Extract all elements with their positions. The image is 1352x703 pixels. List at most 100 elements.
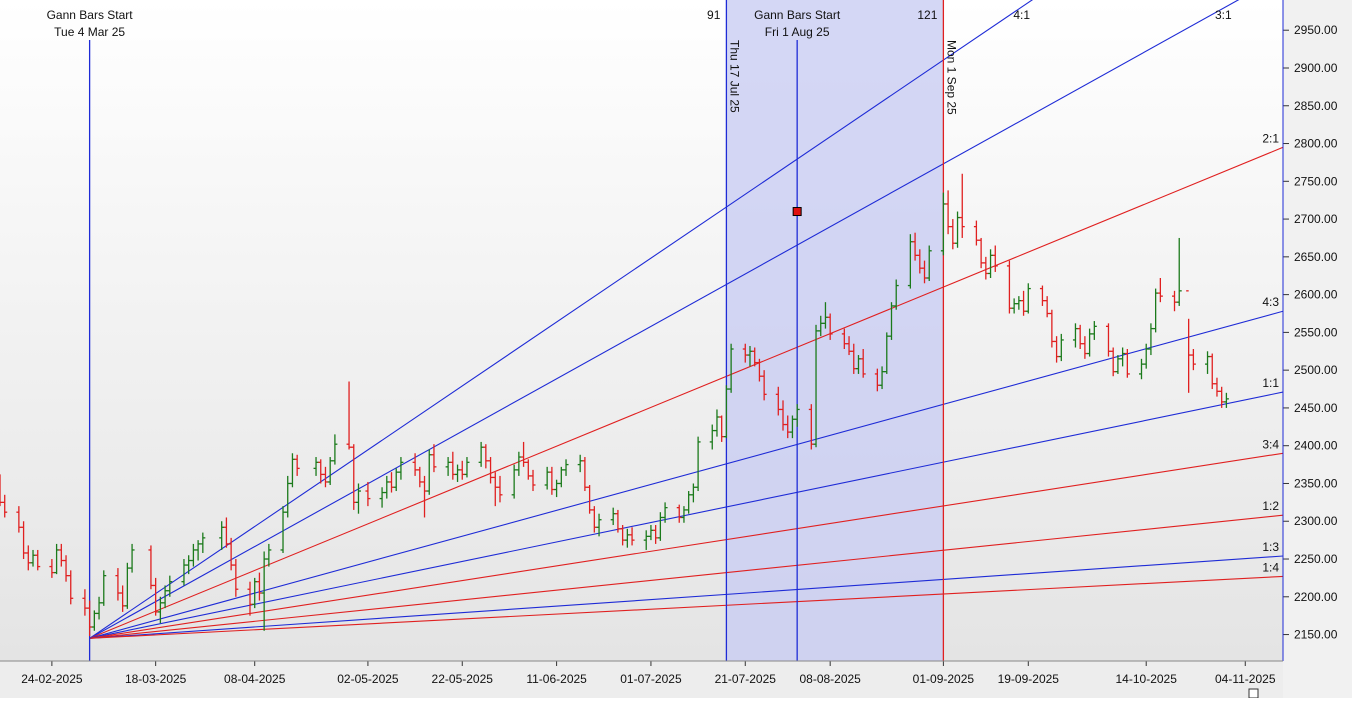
ohlc-bar (822, 302, 828, 329)
ohlc-bar (1049, 309, 1055, 348)
ohlc-bar (874, 368, 880, 392)
ohlc-bar (549, 466, 555, 495)
ohlc-bar (1143, 343, 1149, 369)
ohlc-bar (459, 460, 465, 480)
ohlc-bar (794, 404, 800, 427)
ohlc-bar (1025, 283, 1031, 314)
y-tick-label: 2550.00 (1294, 325, 1338, 339)
ohlc-bar (818, 315, 824, 337)
y-tick-label: 2350.00 (1294, 476, 1338, 490)
ohlc-bar (398, 457, 404, 480)
ohlc-bar (87, 600, 93, 637)
ohlc-bar (620, 525, 626, 546)
gann-label-1-3: 1:3 (1262, 540, 1279, 554)
ohlc-bar (558, 466, 564, 488)
ohlc-bar (1138, 358, 1144, 380)
ohlc-bar (124, 562, 130, 609)
ohlc-bar (973, 220, 979, 246)
ohlc-bar (860, 349, 866, 378)
ohlc-bar (294, 454, 300, 476)
ohlc-bar (228, 537, 234, 571)
gann-line-3-1 (89, 0, 1240, 639)
ohlc-bar (1011, 298, 1017, 314)
marker-rotated-date: Mon 1 Sep 25 (944, 40, 958, 115)
marker-title: Gann Bars Start (47, 8, 134, 22)
gann-label-3-4: 3:4 (1262, 437, 1279, 451)
ohlc-bar (422, 475, 428, 518)
gann-line-1-1 (89, 391, 1283, 639)
marker-date: Tue 4 Mar 25 (54, 25, 125, 39)
ohlc-bar (1021, 290, 1027, 316)
ohlc-bar (888, 302, 894, 340)
ohlc-bar (181, 559, 187, 586)
ohlc-bar (643, 530, 649, 550)
ohlc-bar (950, 219, 956, 250)
x-tick-label: 11-06-2025 (526, 672, 587, 686)
ohlc-bar (417, 466, 423, 488)
ohlc-bar (851, 343, 857, 374)
ohlc-bar (1172, 290, 1178, 312)
ohlc-bar (261, 551, 267, 631)
y-tick-label: 2250.00 (1294, 552, 1338, 566)
ohlc-bar (775, 386, 781, 416)
ohlc-bar (195, 540, 201, 561)
axis-background (1283, 0, 1352, 698)
ohlc-bar (1153, 288, 1159, 333)
ohlc-bar (58, 543, 64, 567)
y-tick-label: 2200.00 (1294, 590, 1338, 604)
ohlc-bar (322, 466, 328, 488)
ohlc-bar (945, 190, 951, 235)
ohlc-bar (252, 577, 258, 609)
ohlc-bar (82, 589, 88, 616)
ohlc-bar (318, 459, 324, 484)
ohlc-bar (695, 436, 701, 492)
ohlc-bar (129, 543, 135, 573)
x-tick-label: 24-02-2025 (21, 672, 83, 686)
ohlc-bar (379, 487, 385, 508)
ohlc-bar (412, 453, 418, 476)
ohlc-bar (393, 468, 399, 492)
marker-count: 91 (707, 8, 721, 22)
ohlc-bar (884, 332, 890, 374)
ohlc-bar (455, 464, 461, 482)
resize-handle[interactable] (1248, 688, 1259, 699)
ohlc-bar (464, 457, 470, 478)
ohlc-bar (384, 475, 390, 499)
ohlc-bar (978, 237, 984, 269)
ohlc-bar (1214, 377, 1220, 397)
ohlc-bar (96, 596, 102, 620)
y-tick-label: 2750.00 (1294, 174, 1338, 188)
ohlc-bar (148, 545, 154, 590)
ohlc-bar (709, 424, 715, 450)
ohlc-bar (63, 555, 69, 582)
gann-line-4-1 (89, 0, 1034, 639)
ohlc-bar (1190, 349, 1196, 371)
ohlc-bar (1223, 392, 1229, 408)
gann-label-1-4: 1:4 (1262, 560, 1279, 574)
ohlc-bar (389, 472, 395, 493)
ohlc-bar (714, 409, 720, 437)
gann-line-1-2 (89, 514, 1283, 639)
y-tick-label: 2950.00 (1294, 23, 1338, 37)
ohlc-bar (959, 173, 965, 238)
ohlc-bar (577, 454, 583, 473)
ohlc-bar (742, 343, 748, 363)
anchor-point-marker[interactable] (792, 207, 802, 217)
ohlc-bar (1148, 323, 1154, 356)
ohlc-bar (355, 483, 361, 514)
ohlc-bar (16, 506, 22, 533)
ohlc-bar (686, 491, 692, 514)
ohlc-bar (827, 313, 833, 340)
ohlc-bar (1016, 296, 1022, 310)
ohlc-bar (91, 610, 97, 631)
y-tick-label: 2600.00 (1294, 288, 1338, 302)
ohlc-bar (450, 451, 456, 480)
ohlc-bar (846, 336, 852, 356)
ohlc-bar (1124, 349, 1130, 378)
ohlc-bar (285, 475, 291, 518)
ohlc-bar (530, 469, 536, 492)
x-tick-label: 04-11-2025 (1215, 672, 1276, 686)
ohlc-bar (855, 355, 861, 374)
y-tick-label: 2150.00 (1294, 628, 1338, 642)
gann-label-1-2: 1:2 (1262, 499, 1279, 513)
